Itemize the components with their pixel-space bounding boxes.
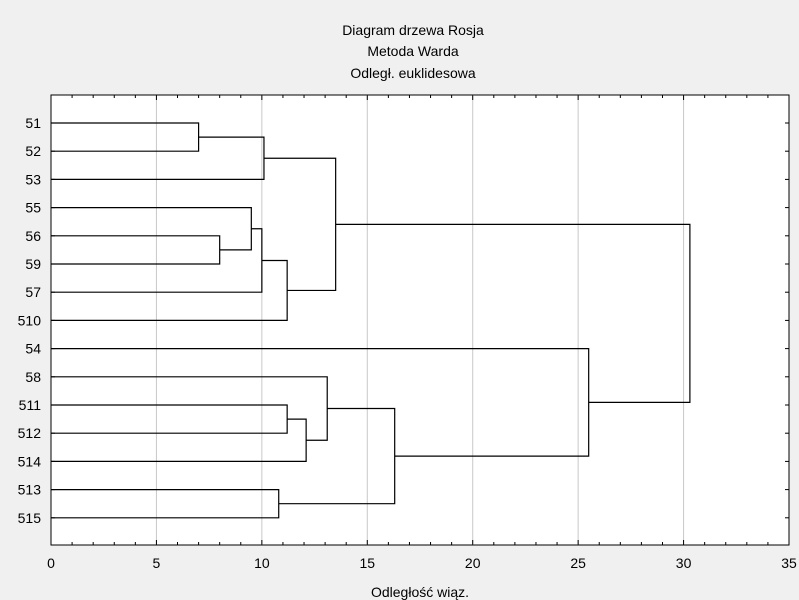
x-tick-label: 20 xyxy=(465,555,481,571)
x-tick-label: 30 xyxy=(676,555,692,571)
leaf-label: 54 xyxy=(25,341,41,357)
leaf-label: 515 xyxy=(18,510,42,526)
x-tick-label: 25 xyxy=(570,555,586,571)
dendrogram-branch xyxy=(263,157,337,292)
leaf-label: 511 xyxy=(19,397,42,413)
leaf-label: 55 xyxy=(25,200,41,216)
dendrogram-branch xyxy=(278,407,396,505)
leaf-label: 512 xyxy=(18,425,42,441)
x-tick-label: 5 xyxy=(153,555,161,571)
dendrogram-branch xyxy=(335,223,691,403)
leaf-label: 53 xyxy=(25,171,41,187)
leaf-label: 52 xyxy=(25,143,41,159)
leaf-label: 56 xyxy=(25,228,41,244)
leaf-label: 58 xyxy=(25,369,41,385)
x-axis-title: Odległość wiąz. xyxy=(371,584,469,600)
dendrogram-branch xyxy=(51,418,307,462)
x-axis: 0 5 10 15 20 25 30 35 xyxy=(47,95,797,571)
leaf-label: 59 xyxy=(25,256,41,272)
leaf-label: 51 xyxy=(25,115,41,131)
x-tick-label: 15 xyxy=(359,555,375,571)
x-tick-label: 0 xyxy=(47,555,55,571)
chart-title: Diagram drzewa Rosja Metoda Warda Odległ… xyxy=(342,22,484,81)
dendrogram-branch xyxy=(51,207,252,251)
leaf-label: 514 xyxy=(18,453,42,469)
leaf-label: 513 xyxy=(18,482,42,498)
x-tick-label: 35 xyxy=(781,555,797,571)
title-line-3: Odległ. euklidesowa xyxy=(350,65,476,81)
x-tick-label: 10 xyxy=(254,555,270,571)
title-line-1: Diagram drzewa Rosja xyxy=(342,22,484,38)
leaf-label: 57 xyxy=(25,284,41,300)
dendrogram-branch xyxy=(51,228,263,293)
dendrogram-branches xyxy=(51,122,691,519)
title-line-2: Metoda Warda xyxy=(367,43,459,59)
leaf-label: 510 xyxy=(18,312,42,328)
grid-lines xyxy=(155,95,685,545)
